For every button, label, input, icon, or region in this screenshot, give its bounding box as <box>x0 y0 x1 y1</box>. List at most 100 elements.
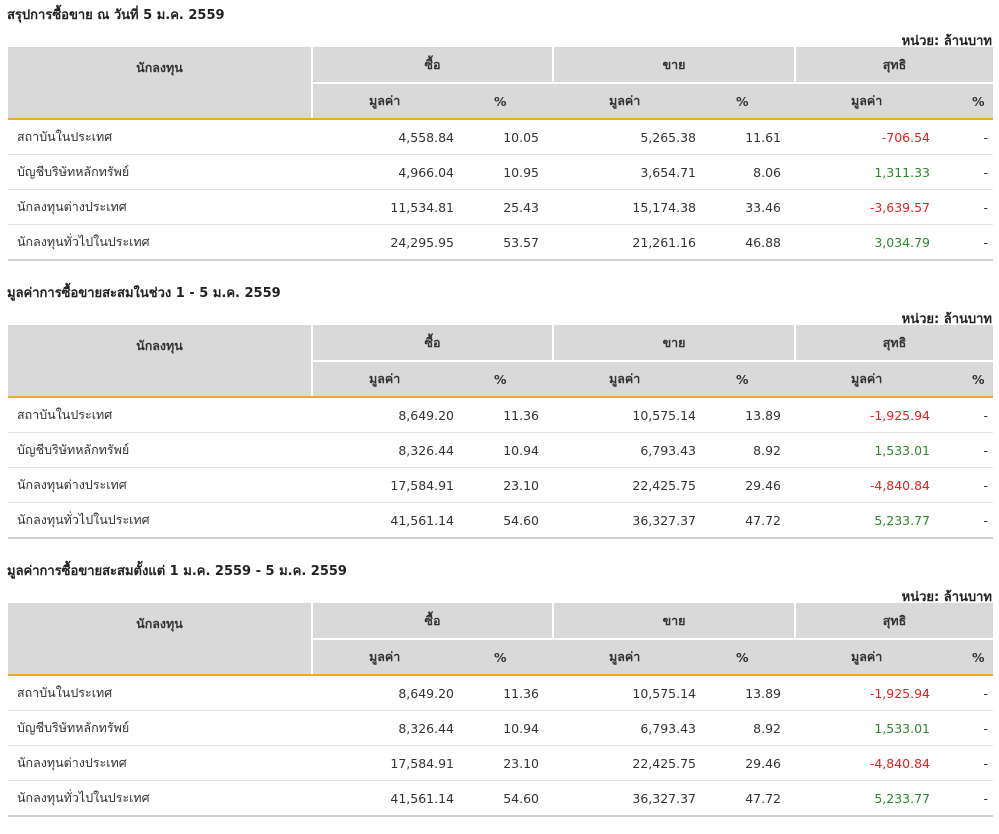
net-pct: - <box>934 154 994 190</box>
sell-value: 21,261.16 <box>553 224 698 261</box>
sell-value-header: มูลค่า <box>553 83 698 120</box>
buy-value: 8,326.44 <box>312 432 456 468</box>
table-row: นักลงทุนต่างประเทศ 17,584.91 23.10 22,42… <box>8 467 994 503</box>
buy-header: ซื้อ <box>311 47 553 84</box>
investor-name: สถาบันในประเทศ <box>8 675 312 711</box>
sell-pct: 47.72 <box>698 780 796 817</box>
buy-value: 41,561.14 <box>312 502 456 539</box>
buy-pct: 10.94 <box>456 432 553 468</box>
sell-pct: 33.46 <box>698 189 796 225</box>
net-pct-header: % <box>934 83 994 120</box>
investor-name: บัญชีบริษัทหลักทรัพย์ <box>8 432 312 468</box>
sell-pct: 46.88 <box>698 224 796 261</box>
summary-table: นักลงทุน ซื้อ ขาย สุทธิ มูลค่า % มูลค่า … <box>8 325 994 539</box>
sell-value: 5,265.38 <box>553 119 698 155</box>
table-row: นักลงทุนต่างประเทศ 11,534.81 25.43 15,17… <box>8 189 994 225</box>
net-value-header: มูลค่า <box>795 639 935 676</box>
table-row: บัญชีบริษัทหลักทรัพย์ 8,326.44 10.94 6,7… <box>8 432 994 468</box>
buy-pct: 11.36 <box>456 397 553 433</box>
investor-name: นักลงทุนต่างประเทศ <box>8 467 312 503</box>
buy-pct: 23.10 <box>456 745 553 781</box>
table-subheader-row: มูลค่า % มูลค่า % มูลค่า % <box>8 361 994 398</box>
sell-value: 6,793.43 <box>553 432 698 468</box>
sell-pct-header: % <box>698 639 796 676</box>
buy-pct-header: % <box>456 361 553 398</box>
net-value: 1,311.33 <box>795 154 935 190</box>
buy-header: ซื้อ <box>311 603 553 640</box>
table-row: นักลงทุนต่างประเทศ 17,584.91 23.10 22,42… <box>8 745 994 781</box>
net-value: 3,034.79 <box>795 224 935 261</box>
net-value-header: มูลค่า <box>795 83 935 120</box>
buy-pct: 25.43 <box>456 189 553 225</box>
sell-pct: 47.72 <box>698 502 796 539</box>
net-value: -1,925.94 <box>795 675 935 711</box>
buy-pct: 11.36 <box>456 675 553 711</box>
buy-value: 17,584.91 <box>312 467 456 503</box>
investor-name: นักลงทุนทั่วไปในประเทศ <box>8 780 312 817</box>
sell-pct: 8.92 <box>698 432 796 468</box>
net-value-header: มูลค่า <box>795 361 935 398</box>
investor-name: นักลงทุนต่างประเทศ <box>8 745 312 781</box>
sell-pct: 11.61 <box>698 119 796 155</box>
net-value: 5,233.77 <box>795 780 935 817</box>
sell-value: 15,174.38 <box>553 189 698 225</box>
table-header-row: นักลงทุน ซื้อ ขาย สุทธิ <box>8 325 994 398</box>
net-pct: - <box>934 119 994 155</box>
summary-table: นักลงทุน ซื้อ ขาย สุทธิ มูลค่า % มูลค่า … <box>8 47 994 261</box>
section-title: มูลค่าการซื้อขายสะสมตั้งแต่ 1 ม.ค. 2559 … <box>7 564 347 579</box>
buy-value: 24,295.95 <box>312 224 456 261</box>
section-title: สรุปการซื้อขาย ณ วันที่ 5 ม.ค. 2559 <box>7 8 225 23</box>
buy-value: 11,534.81 <box>312 189 456 225</box>
net-pct: - <box>934 710 994 746</box>
table-header-row: นักลงทุน ซื้อ ขาย สุทธิ <box>8 603 994 676</box>
sell-value: 36,327.37 <box>553 780 698 817</box>
table-row: บัญชีบริษัทหลักทรัพย์ 4,966.04 10.95 3,6… <box>8 154 994 190</box>
buy-pct: 10.05 <box>456 119 553 155</box>
table-row: บัญชีบริษัทหลักทรัพย์ 8,326.44 10.94 6,7… <box>8 710 994 746</box>
buy-pct-header: % <box>456 639 553 676</box>
sell-value: 10,575.14 <box>553 675 698 711</box>
investor-name: บัญชีบริษัทหลักทรัพย์ <box>8 154 312 190</box>
net-value: -1,925.94 <box>795 397 935 433</box>
buy-pct: 23.10 <box>456 467 553 503</box>
net-pct: - <box>934 502 994 539</box>
investor-name: สถาบันในประเทศ <box>8 119 312 155</box>
net-pct: - <box>934 467 994 503</box>
buy-pct: 10.94 <box>456 710 553 746</box>
net-value: -4,840.84 <box>795 745 935 781</box>
net-value: -3,639.57 <box>795 189 935 225</box>
investor-header: นักลงทุน <box>8 47 312 120</box>
buy-value: 8,326.44 <box>312 710 456 746</box>
buy-value: 4,558.84 <box>312 119 456 155</box>
net-header: สุทธิ <box>794 325 994 362</box>
section-title: มูลค่าการซื้อขายสะสมในช่วง 1 - 5 ม.ค. 25… <box>7 286 281 301</box>
table-row: นักลงทุนทั่วไปในประเทศ 24,295.95 53.57 2… <box>8 224 994 261</box>
buy-header: ซื้อ <box>311 325 553 362</box>
sell-value: 36,327.37 <box>553 502 698 539</box>
net-value: 1,533.01 <box>795 710 935 746</box>
summary-table: นักลงทุน ซื้อ ขาย สุทธิ มูลค่า % มูลค่า … <box>8 603 994 817</box>
sell-header: ขาย <box>551 325 796 362</box>
net-pct: - <box>934 224 994 261</box>
sell-pct: 8.06 <box>698 154 796 190</box>
sell-value: 6,793.43 <box>553 710 698 746</box>
sell-header: ขาย <box>551 47 796 84</box>
table-row: สถาบันในประเทศ 8,649.20 11.36 10,575.14 … <box>8 397 994 433</box>
investor-name: สถาบันในประเทศ <box>8 397 312 433</box>
sell-value-header: มูลค่า <box>553 639 698 676</box>
buy-value-header: มูลค่า <box>311 639 456 676</box>
buy-value: 41,561.14 <box>312 780 456 817</box>
net-pct: - <box>934 745 994 781</box>
buy-value: 8,649.20 <box>312 397 456 433</box>
table-subheader-row: มูลค่า % มูลค่า % มูลค่า % <box>8 639 994 676</box>
table-header-row: นักลงทุน ซื้อ ขาย สุทธิ <box>8 47 994 120</box>
net-header: สุทธิ <box>794 47 994 84</box>
investor-name: นักลงทุนทั่วไปในประเทศ <box>8 224 312 261</box>
net-header: สุทธิ <box>794 603 994 640</box>
buy-value: 4,966.04 <box>312 154 456 190</box>
buy-pct-header: % <box>456 83 553 120</box>
net-value: 1,533.01 <box>795 432 935 468</box>
unit-label: หน่วย: ล้านบาท <box>901 34 992 49</box>
buy-pct: 54.60 <box>456 780 553 817</box>
net-value: -706.54 <box>795 119 935 155</box>
